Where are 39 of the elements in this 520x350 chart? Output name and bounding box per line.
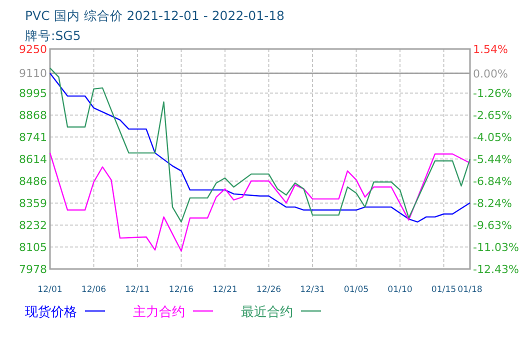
legend-label: 主力合约 (133, 304, 185, 320)
y2-tick-label: -2.65% (473, 108, 512, 122)
y-tick-label: 8105 (19, 241, 47, 254)
y2-tick-label: 0.00% (473, 67, 508, 80)
x-tick-label: 12/21 (212, 285, 238, 295)
x-tick-label: 12/31 (300, 285, 325, 295)
x-tick-label: 12/11 (125, 285, 150, 295)
y2-tick-label: -12.43% (473, 263, 519, 276)
y-tick-label: 8359 (19, 197, 47, 210)
x-tick-label: 01/15 (431, 285, 456, 295)
y2-tick-label: -9.63% (473, 218, 512, 232)
y-tick-label: 7978 (19, 263, 47, 276)
x-tick-label: 12/16 (168, 285, 194, 295)
line-series (49, 152, 471, 252)
y2-tick-label: -8.24% (473, 197, 512, 210)
chart-subtitle: 牌号:SG5 (25, 28, 81, 43)
x-tick-label: 12/06 (81, 285, 106, 295)
y-tick-label: 8232 (19, 219, 47, 232)
x-tick-label: 12/01 (38, 285, 62, 295)
y-tick-label: 8995 (19, 87, 47, 100)
x-tick-label: 01/05 (344, 285, 369, 295)
legend-label: 最近合约 (241, 305, 293, 320)
y2-tick-label: -6.84% (473, 174, 512, 188)
y2-tick-label: -4.05% (473, 131, 512, 144)
y2-tick-label: -1.26% (473, 87, 512, 100)
y2-tick-label: -11.03% (473, 240, 519, 254)
y-tick-label: 8486 (19, 175, 47, 188)
y-tick-label: 9250 (19, 43, 47, 56)
y-tick-label: 8868 (19, 109, 47, 122)
y2-tick-label: 1.54% (473, 43, 508, 56)
x-tick-label: 01/18 (458, 285, 482, 295)
y-tick-label: 8614 (19, 153, 47, 166)
legend-label: 现货价格 (25, 305, 77, 320)
y-tick-label: 9110 (19, 67, 47, 80)
x-tick-label: 01/10 (388, 285, 412, 295)
y-tick-label: 8741 (19, 131, 47, 144)
x-tick-label: 12/26 (256, 285, 282, 295)
chart-title: PVC 国内 综合价 2021-12-01 - 2022-01-18 (25, 8, 285, 23)
y2-tick-label: -5.44% (473, 152, 512, 166)
